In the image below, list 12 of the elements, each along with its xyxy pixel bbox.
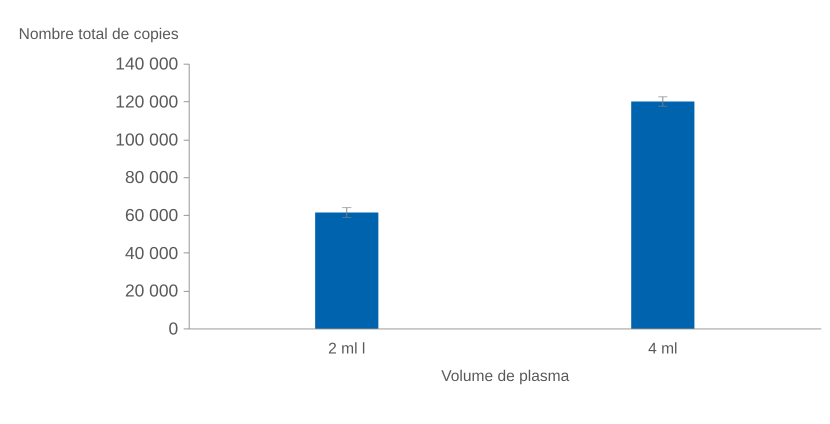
y-tick-label: 140 000 (115, 54, 178, 74)
x-tick-label: 2 ml l (328, 340, 366, 358)
y-tick-label: 0 (168, 318, 178, 338)
y-tick-label: 120 000 (115, 91, 178, 112)
x-tick-label: 4 ml (648, 340, 678, 358)
y-tick-label: 20 000 (124, 280, 178, 301)
y-tick-label: 60 000 (124, 204, 178, 225)
y-axis-title: Nombre total de copies (18, 26, 179, 43)
y-tick-label: 80 000 (124, 167, 178, 188)
x-axis-title: Volume de plasma (441, 368, 570, 386)
y-tick-label: 40 000 (124, 242, 178, 263)
y-tick-label: 100 000 (115, 129, 178, 150)
